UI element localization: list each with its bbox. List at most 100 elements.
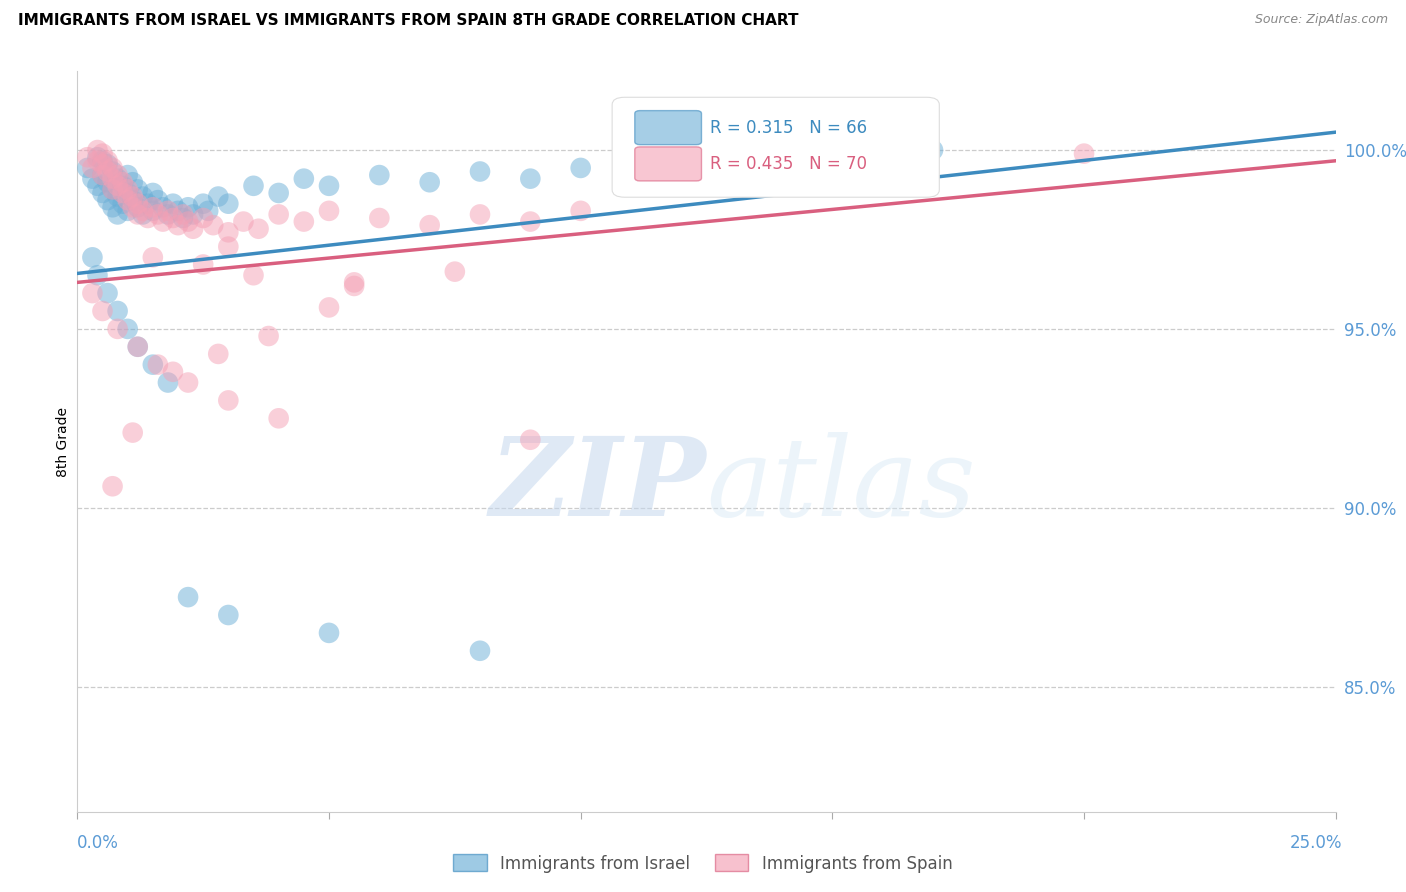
Point: [107, 304, 129, 318]
Point: [127, 196, 149, 211]
Point: [121, 175, 143, 189]
Point: [127, 340, 149, 354]
Point: [117, 182, 139, 196]
Point: [107, 189, 129, 203]
Point: [101, 171, 124, 186]
Point: [191, 196, 215, 211]
Point: [217, 607, 239, 622]
Point: [172, 207, 194, 221]
Point: [569, 203, 592, 218]
Point: [671, 146, 693, 161]
Text: atlas: atlas: [707, 433, 976, 540]
Point: [181, 207, 204, 221]
Point: [107, 168, 129, 182]
Point: [96, 193, 118, 207]
Point: [267, 186, 290, 200]
Point: [368, 211, 391, 225]
Point: [127, 340, 149, 354]
Point: [82, 251, 104, 265]
Point: [368, 168, 391, 182]
Point: [191, 211, 215, 225]
Point: [645, 153, 668, 168]
Point: [318, 301, 340, 315]
Point: [96, 164, 118, 178]
Point: [267, 207, 290, 221]
Point: [197, 203, 219, 218]
Text: IMMIGRANTS FROM ISRAEL VS IMMIGRANTS FROM SPAIN 8TH GRADE CORRELATION CHART: IMMIGRANTS FROM ISRAEL VS IMMIGRANTS FRO…: [18, 13, 799, 29]
Point: [76, 150, 98, 164]
Point: [121, 189, 143, 203]
Point: [91, 157, 114, 171]
Point: [167, 218, 190, 232]
Point: [468, 644, 491, 658]
FancyBboxPatch shape: [612, 97, 939, 197]
Point: [117, 168, 139, 182]
Point: [127, 182, 149, 196]
Point: [146, 207, 169, 221]
Point: [127, 200, 149, 214]
Point: [217, 225, 239, 239]
Point: [121, 193, 143, 207]
Point: [318, 203, 340, 218]
Point: [132, 207, 155, 221]
Point: [142, 358, 165, 372]
Point: [343, 279, 366, 293]
Point: [117, 193, 139, 207]
Point: [292, 171, 315, 186]
Point: [142, 251, 165, 265]
Point: [127, 207, 149, 221]
Point: [468, 207, 491, 221]
Point: [117, 322, 139, 336]
Point: [86, 153, 108, 168]
Point: [107, 171, 129, 186]
Point: [101, 200, 124, 214]
Point: [107, 178, 129, 193]
FancyBboxPatch shape: [634, 147, 702, 181]
Point: [242, 178, 264, 193]
Point: [117, 203, 139, 218]
Point: [91, 168, 114, 182]
Point: [142, 186, 165, 200]
Point: [101, 164, 124, 178]
Point: [419, 218, 441, 232]
Point: [232, 214, 254, 228]
Point: [96, 286, 118, 301]
Point: [152, 214, 174, 228]
Point: [207, 189, 229, 203]
Point: [86, 178, 108, 193]
Point: [181, 221, 204, 235]
Point: [217, 393, 239, 408]
Point: [111, 186, 134, 200]
Y-axis label: 8th Grade: 8th Grade: [56, 407, 70, 476]
Point: [111, 178, 134, 193]
Point: [117, 186, 139, 200]
Point: [132, 189, 155, 203]
Point: [111, 175, 134, 189]
Point: [569, 161, 592, 175]
Point: [96, 157, 118, 171]
Point: [76, 161, 98, 175]
Point: [142, 203, 165, 218]
Point: [267, 411, 290, 425]
Point: [152, 200, 174, 214]
Point: [96, 175, 118, 189]
Point: [257, 329, 280, 343]
Point: [162, 196, 184, 211]
Point: [101, 479, 124, 493]
Point: [107, 322, 129, 336]
Point: [207, 347, 229, 361]
Point: [91, 146, 114, 161]
Text: R = 0.435   N = 70: R = 0.435 N = 70: [710, 155, 868, 173]
Point: [82, 161, 104, 175]
Point: [177, 214, 200, 228]
Point: [121, 425, 143, 440]
Point: [121, 200, 143, 214]
Point: [318, 178, 340, 193]
Legend: Immigrants from Israel, Immigrants from Spain: Immigrants from Israel, Immigrants from …: [447, 847, 959, 880]
Point: [343, 276, 366, 290]
FancyBboxPatch shape: [634, 111, 702, 145]
Point: [136, 211, 159, 225]
Point: [101, 182, 124, 196]
Text: 0.0%: 0.0%: [77, 834, 120, 852]
Point: [444, 265, 467, 279]
